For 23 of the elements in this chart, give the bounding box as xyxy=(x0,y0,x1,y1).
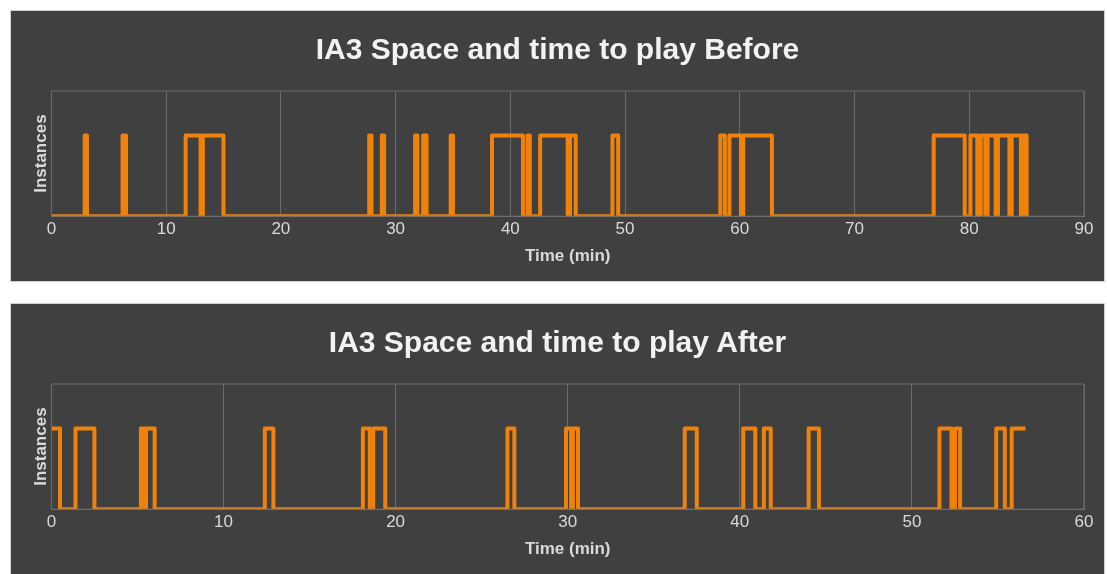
x-tick-label: 30 xyxy=(386,219,406,239)
y-axis-title: Instances xyxy=(30,114,50,193)
chart-title: IA3 Space and time to play Before xyxy=(315,32,800,66)
x-tick-label: 20 xyxy=(271,219,291,239)
x-tick-label: 40 xyxy=(500,219,520,239)
x-tick-label: 70 xyxy=(845,219,864,239)
x-tick-label: 0 xyxy=(46,219,57,239)
x-tick-label: 10 xyxy=(156,219,176,239)
x-axis-title: Time (min) xyxy=(524,539,611,559)
x-tick-label: 60 xyxy=(730,219,750,239)
x-tick-label: 30 xyxy=(558,512,578,532)
x-tick-label: 0 xyxy=(46,512,57,532)
x-axis-title: Time (min) xyxy=(524,246,611,266)
x-tick-label: 50 xyxy=(615,219,635,239)
x-tick-label: 90 xyxy=(1074,219,1094,239)
chart-title: IA3 Space and time to play After xyxy=(328,325,787,359)
y-axis-title: Instances xyxy=(30,407,50,486)
x-tick-label: 10 xyxy=(214,512,233,532)
x-tick-label: 40 xyxy=(730,512,750,532)
x-tick-label: 20 xyxy=(386,512,406,532)
x-tick-label: 80 xyxy=(959,219,979,239)
x-tick-label: 60 xyxy=(1074,512,1094,532)
x-tick-label: 50 xyxy=(902,512,922,532)
